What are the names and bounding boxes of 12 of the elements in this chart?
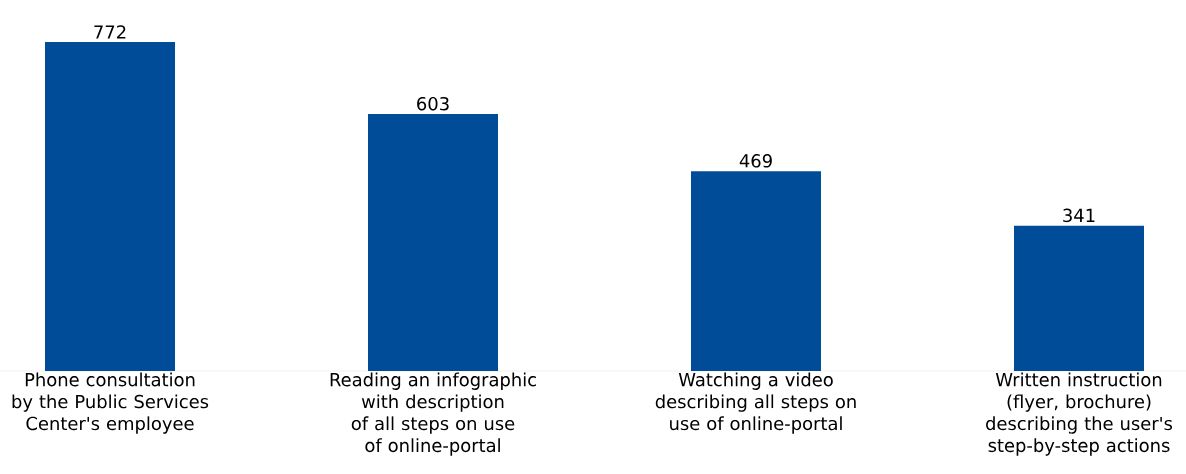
- x-tick-label: Written instruction (flyer, brochure) describing the user's step-by-step actions: [986, 372, 1173, 456]
- data-label: 603: [417, 96, 449, 111]
- data-label: 469: [739, 154, 772, 168]
- bar: [1013, 225, 1144, 371]
- bar: [368, 114, 498, 371]
- bar: [690, 171, 821, 371]
- x-tick-label: Phone consultation by the Public Services Center's employee: [12, 372, 209, 434]
- data-label: 341: [1063, 208, 1095, 223]
- data-label: 772: [94, 25, 126, 39]
- x-tick-label: Watching a video describing all steps on use of online-portal: [655, 372, 856, 434]
- bar: [45, 41, 175, 371]
- x-tick-label: Reading an infographic with description of all steps on use of online-portal: [330, 372, 536, 456]
